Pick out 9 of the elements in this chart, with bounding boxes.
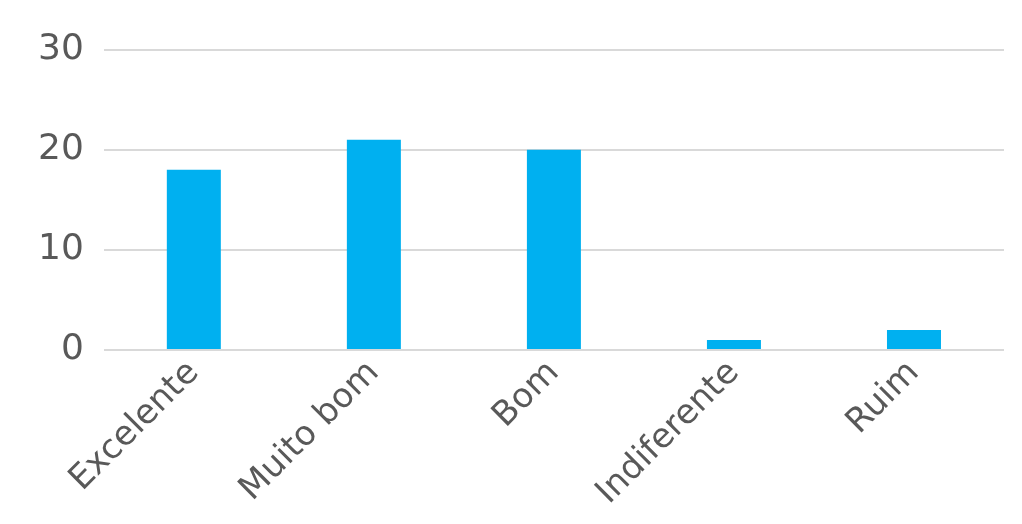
- bar: [346, 139, 401, 350]
- bar: [886, 330, 941, 350]
- bar: [526, 149, 581, 350]
- y-tick-label: 30: [38, 25, 84, 67]
- y-tick-label: 0: [60, 326, 84, 368]
- y-tick-label: 20: [38, 126, 84, 168]
- y-tick-label: 10: [38, 226, 84, 268]
- bar: [706, 340, 761, 350]
- bar: [166, 169, 221, 350]
